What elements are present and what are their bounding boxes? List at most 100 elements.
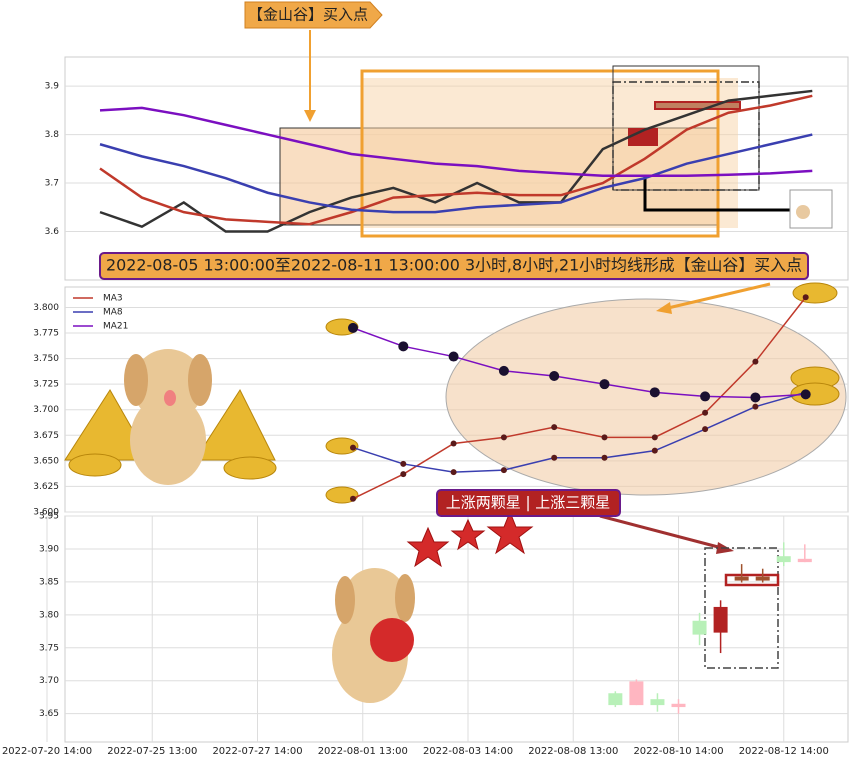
y-tick-label: 3.600: [33, 508, 59, 518]
y-tick-label: 3.800: [33, 303, 59, 313]
stars-label: 上涨两颗星 | 上涨三颗星: [446, 494, 611, 512]
candle-body: [776, 556, 791, 563]
y-tick-label: 3.675: [33, 431, 59, 441]
point: [601, 454, 608, 461]
y-tick-label: 3.650: [33, 456, 59, 466]
zoom-box: [704, 547, 779, 669]
point: [800, 389, 811, 400]
y-tick-label: 3.750: [33, 354, 59, 364]
point: [450, 469, 457, 476]
stars: [406, 510, 534, 568]
point: [752, 403, 759, 410]
point: [400, 460, 407, 467]
candle-body: [692, 620, 707, 635]
arrow: [667, 282, 771, 310]
x-tick-label: 2022-08-03 14:00: [423, 746, 513, 757]
y-tick-label: 3.7: [45, 179, 59, 189]
x-tick-label: 2022-08-08 13:00: [528, 746, 618, 757]
y-tick-label: 3.95: [39, 512, 59, 522]
highlight-box: [362, 78, 738, 228]
candle-body: [713, 606, 728, 633]
point: [350, 444, 356, 451]
point: [350, 495, 356, 502]
y-tick-label: 3.70: [39, 676, 59, 686]
dog-decor: [124, 349, 415, 703]
zoom-box: [612, 81, 760, 191]
annotations: 【金山谷】买入点 2022-08-05 13:00:00至2022-08-11 …: [99, 1, 809, 517]
y-tick-label: 3.625: [33, 482, 59, 492]
y-tick-label: 3.725: [33, 380, 59, 390]
arrow: [643, 175, 790, 212]
y-tick-label: 3.65: [39, 709, 59, 719]
decorations: [64, 30, 847, 703]
legend-label: MA8: [103, 308, 123, 318]
banner-text: 2022-08-05 13:00:00至2022-08-11 13:00:00 …: [106, 256, 802, 275]
candle-body: [734, 576, 749, 581]
line: [99, 106, 813, 178]
line: [99, 94, 813, 226]
candle-body: [671, 703, 686, 708]
candle-body: [797, 558, 812, 563]
banner-box: [99, 252, 809, 280]
point: [448, 351, 459, 362]
highlight-box: [724, 573, 780, 587]
highlight-box: [360, 69, 720, 238]
y-tick-label: 3.80: [39, 610, 59, 620]
y-tick-label: 3.90: [39, 544, 59, 554]
highlight-ellipse: [445, 298, 847, 496]
banner-box: [436, 489, 621, 517]
buy-point-label: 【金山谷】买入点: [248, 6, 368, 24]
x-tick-label: 2022-08-12 14:00: [739, 746, 829, 757]
candle-body: [629, 681, 644, 706]
candle-body: [650, 699, 665, 706]
point: [651, 434, 658, 441]
candle-body: [755, 576, 770, 581]
x-tick-label: 2022-07-20 14:00: [2, 746, 92, 757]
point: [601, 434, 608, 441]
marks: 3.6 3.7 3.8 3.9 3.600 3.625 3.650 3.675 3.700 3.7…: [2, 82, 829, 757]
point: [599, 379, 610, 390]
x-tick-label: 2022-08-01 13:00: [318, 746, 408, 757]
y-tick-label: 3.8: [45, 130, 60, 140]
y-tick-label: 3.775: [33, 329, 59, 339]
y-tick-label: 3.75: [39, 643, 59, 653]
x-tick-label: 2022-07-25 13:00: [107, 746, 197, 757]
candle-icon: [628, 128, 658, 146]
point: [649, 387, 660, 398]
point: [551, 454, 558, 461]
point: [750, 392, 761, 403]
line: [352, 296, 807, 500]
point: [398, 341, 409, 352]
candle-icon: [654, 101, 741, 110]
point: [549, 370, 560, 381]
point: [752, 358, 759, 365]
arrow: [599, 514, 723, 550]
y-tick-label: 3.6: [45, 227, 60, 237]
y-tick-label: 3.85: [39, 577, 59, 587]
point: [702, 426, 709, 433]
candle-body: [608, 693, 623, 706]
point: [802, 294, 809, 301]
point: [450, 440, 457, 447]
point: [498, 365, 509, 376]
arrow-head: [656, 302, 672, 314]
arrow-head: [304, 110, 316, 122]
line: [99, 133, 813, 214]
label-box: [244, 1, 383, 29]
point: [500, 434, 507, 441]
point: [400, 471, 407, 478]
gold-decor: [64, 282, 840, 504]
x-tick-label: 2022-08-10 14:00: [633, 746, 723, 757]
legend-label: MA3: [103, 294, 123, 304]
point: [702, 409, 709, 416]
thumbnail: [789, 189, 833, 229]
x-tick-label: 2022-07-27 14:00: [212, 746, 302, 757]
y-tick-label: 3.9: [45, 82, 60, 92]
line: [352, 391, 806, 473]
point: [551, 424, 558, 431]
legend-label: MA21: [103, 322, 128, 332]
point: [700, 391, 711, 402]
point: [348, 322, 358, 333]
y-tick-label: 3.700: [33, 405, 59, 415]
